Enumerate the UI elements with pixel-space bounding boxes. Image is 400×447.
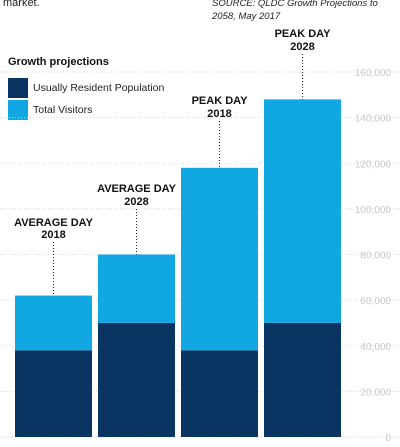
category-label-2-line-1: 2018 (207, 108, 231, 120)
category-label-3-line-1: 2028 (290, 41, 314, 53)
y-tick-label-1: 20,000 (360, 387, 391, 398)
category-label-0-line-0: AVERAGE DAY (14, 217, 94, 229)
bar-1-series-1 (98, 254, 175, 323)
intro-text: market. (3, 0, 40, 9)
legend-item-resident: Usually Resident Population (8, 78, 164, 98)
legend-swatch-resident (8, 78, 28, 98)
source-note: SOURCE: QLDC Growth Projections to 2058,… (212, 0, 378, 22)
category-label-1-line-0: AVERAGE DAY (97, 183, 177, 195)
bar-2-series-0 (181, 350, 258, 437)
y-tick-label-8: 160,000 (355, 68, 392, 79)
legend-title: Growth projections (8, 56, 109, 68)
bar-2-series-1 (181, 167, 258, 351)
legend-item-visitors: Total Visitors (8, 100, 92, 120)
legend-label-visitors: Total Visitors (33, 104, 93, 116)
y-tick-label-0: 0 (385, 433, 391, 444)
y-tick-label-4: 80,000 (360, 251, 391, 262)
category-label-2-line-0: PEAK DAY (192, 95, 248, 107)
bar-3-series-0 (264, 322, 341, 437)
y-tick-label-5: 100,000 (355, 205, 392, 216)
bar-0-series-0 (15, 350, 92, 437)
legend-swatch-visitors (8, 100, 28, 120)
bar-1-series-0 (98, 322, 175, 437)
category-label-0-line-1: 2018 (41, 229, 65, 241)
y-tick-label-7: 140,000 (355, 114, 392, 125)
y-tick-label-2: 40,000 (360, 342, 391, 353)
y-tick-label-3: 60,000 (360, 296, 391, 307)
y-tick-label-6: 120,000 (355, 159, 392, 170)
bar-3-series-1 (264, 99, 341, 323)
category-label-3-line-0: PEAK DAY (275, 28, 331, 40)
category-label-1-line-1: 2028 (124, 196, 148, 208)
bar-0-series-1 (15, 295, 92, 351)
legend-label-resident: Usually Resident Population (33, 82, 165, 94)
